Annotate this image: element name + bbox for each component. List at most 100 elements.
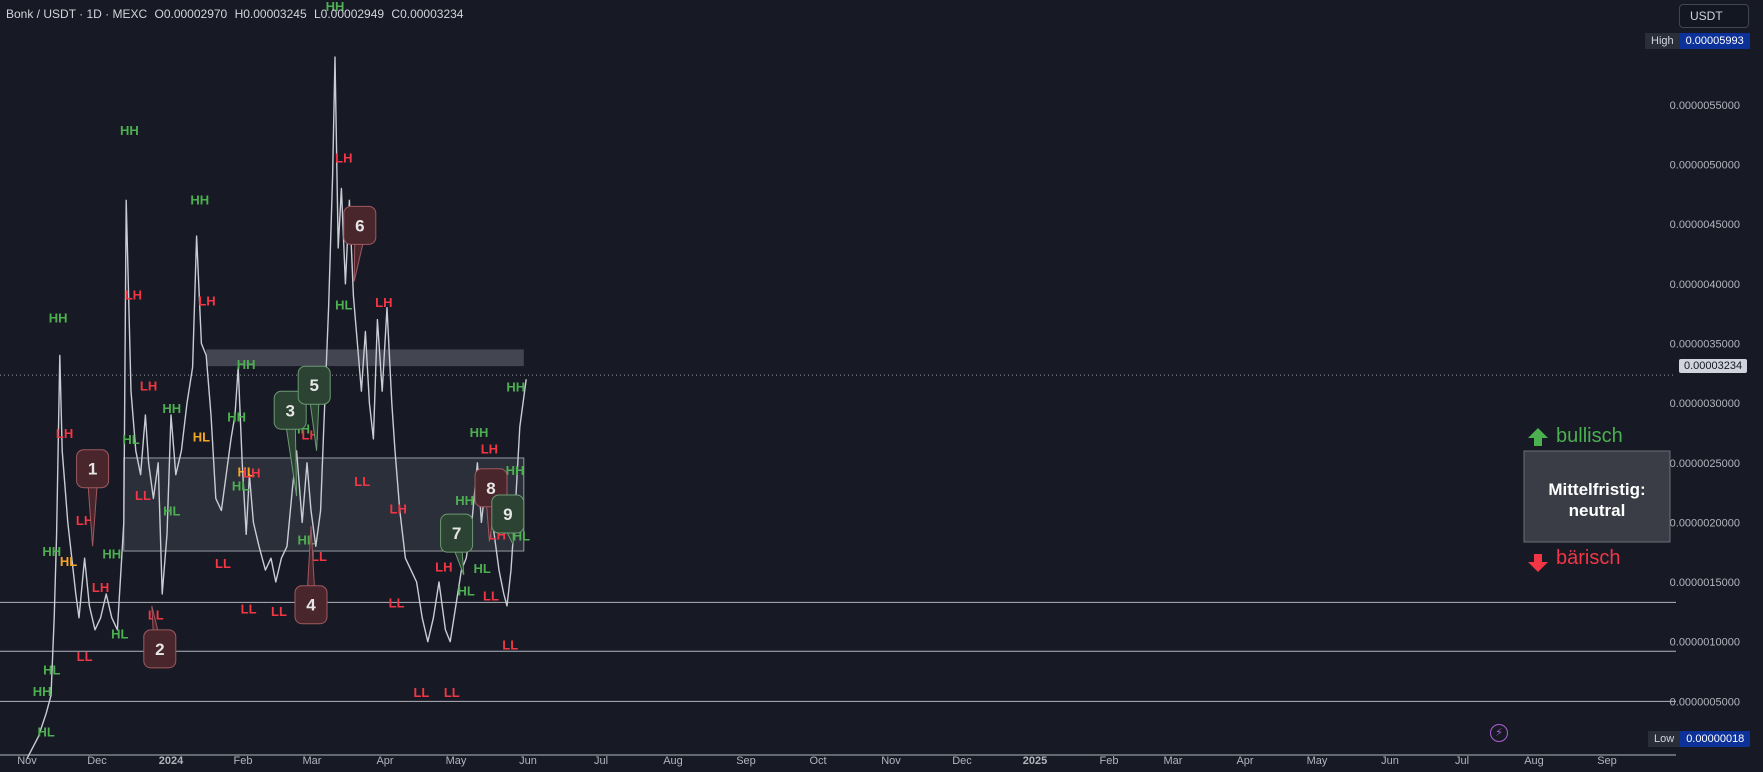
- swing-label: HH: [326, 0, 345, 14]
- swing-label: HL: [335, 297, 352, 312]
- swing-label: HL: [458, 584, 475, 599]
- callout-box: [76, 449, 110, 489]
- swing-label: LH: [140, 378, 157, 393]
- high-tag-label: High: [1645, 33, 1680, 49]
- swing-label: LL: [413, 685, 429, 700]
- bullish-label: bullisch: [1556, 425, 1623, 447]
- callout-9: [491, 494, 525, 546]
- sentiment-line-1: Mittelfristig:: [1548, 480, 1645, 499]
- swing-label: HH: [227, 409, 246, 424]
- swing-label: LH: [92, 580, 109, 595]
- swing-label: HH: [162, 401, 181, 416]
- swing-label: LL: [483, 588, 499, 603]
- y-tick-label: 0.0000055000: [1670, 100, 1740, 112]
- y-tick-label: 0.0000020000: [1670, 517, 1740, 529]
- x-tick-label: Apr: [376, 755, 393, 767]
- swing-label: LH: [76, 513, 93, 528]
- swing-label: HL: [60, 554, 77, 569]
- x-tick-label: Feb: [234, 755, 253, 767]
- ohlc-low: L0.00002949: [313, 7, 385, 21]
- swing-label: HL: [193, 430, 210, 445]
- y-tick-label: 0.0000040000: [1670, 279, 1740, 291]
- callout-number: 8: [486, 479, 495, 498]
- y-tick-label: 0.0000005000: [1670, 696, 1740, 708]
- swing-label: LL: [271, 604, 287, 619]
- swing-label: HL: [43, 662, 60, 677]
- swing-label: LL: [148, 607, 164, 622]
- swing-label: HH: [42, 544, 61, 559]
- x-tick-label: Jun: [519, 755, 537, 767]
- swing-label: HL: [238, 464, 255, 479]
- y-tick-label: 0.0000050000: [1670, 160, 1740, 172]
- callout-box: [273, 390, 307, 430]
- swing-label: HL: [474, 561, 491, 576]
- x-tick-label: Jun: [1381, 755, 1399, 767]
- x-tick-label: Dec: [952, 755, 972, 767]
- swing-label: LH: [56, 426, 73, 441]
- swing-label: LL: [502, 637, 518, 652]
- currency-button[interactable]: USDT: [1679, 4, 1749, 28]
- callout-box: [297, 365, 331, 405]
- callout-6: [343, 205, 377, 282]
- x-tick-label: Aug: [1524, 755, 1544, 767]
- swing-label: HL: [111, 627, 128, 642]
- ohlc-open: O0.00002970: [154, 7, 228, 21]
- swing-label: LH: [335, 151, 352, 166]
- x-tick-label: Nov: [881, 755, 901, 767]
- swing-label: HH: [102, 547, 121, 562]
- swing-label: HH: [49, 310, 68, 325]
- swing-label: LH: [481, 442, 498, 457]
- swing-label: HH: [33, 684, 52, 699]
- callout-number: 4: [306, 596, 316, 615]
- low-tag-label: Low: [1648, 731, 1681, 747]
- swing-label: HH: [190, 192, 209, 207]
- callout-number: 3: [285, 401, 294, 420]
- callout-4: [294, 525, 328, 625]
- current-price-tag: 0.00003234: [1679, 359, 1748, 373]
- x-tick-label: 2025: [1023, 755, 1047, 767]
- x-tick-label: May: [446, 755, 467, 767]
- swing-label: LH: [390, 501, 407, 516]
- price-series-line: [26, 56, 527, 759]
- callout-number: 5: [309, 376, 318, 395]
- swing-label: LH: [198, 294, 215, 309]
- callout-number: 9: [503, 505, 512, 524]
- swing-label: LL: [135, 488, 151, 503]
- swing-label: LH: [375, 295, 392, 310]
- swing-label: LL: [389, 596, 405, 611]
- x-tick-label: Sep: [736, 755, 756, 767]
- bearish-arrow-icon: [1528, 554, 1548, 572]
- y-tick-label: 0.0000045000: [1670, 219, 1740, 231]
- sentiment-line-2: neutral: [1569, 501, 1626, 520]
- y-tick-label: 0.0000025000: [1670, 458, 1740, 470]
- callout-2: [143, 605, 177, 669]
- x-tick-label: May: [1307, 755, 1328, 767]
- x-tick-label: Nov: [17, 755, 37, 767]
- swing-label: LL: [444, 685, 460, 700]
- bolt-icon[interactable]: ⚡: [1490, 724, 1508, 742]
- swing-label: LL: [311, 549, 327, 564]
- swing-label: HL: [122, 432, 139, 447]
- y-tick-label: 0.0000015000: [1670, 577, 1740, 589]
- ohlc-high: H0.00003245: [234, 7, 307, 21]
- symbol-header: Bonk / USDT · 1D · MEXC O0.00002970 H0.0…: [6, 7, 467, 21]
- swing-label: LL: [241, 601, 257, 616]
- swing-label: HH: [506, 380, 525, 395]
- x-tick-label: Dec: [87, 755, 107, 767]
- callout-5: [297, 365, 331, 451]
- x-tick-label: Feb: [1100, 755, 1119, 767]
- y-tick-label: 0.0000030000: [1670, 398, 1740, 410]
- x-tick-label: Mar: [303, 755, 322, 767]
- symbol-label[interactable]: Bonk / USDT · 1D · MEXC: [6, 7, 148, 21]
- swing-label: LL: [77, 649, 93, 664]
- callout-box: [343, 205, 377, 245]
- callout-7: [440, 513, 474, 576]
- swing-label: HL: [163, 504, 180, 519]
- y-tick-label: 0.0000035000: [1670, 338, 1740, 350]
- callout-box: [440, 513, 474, 553]
- callout-number: 7: [452, 524, 461, 543]
- resistance-band: [206, 349, 524, 367]
- callout-3: [273, 390, 307, 497]
